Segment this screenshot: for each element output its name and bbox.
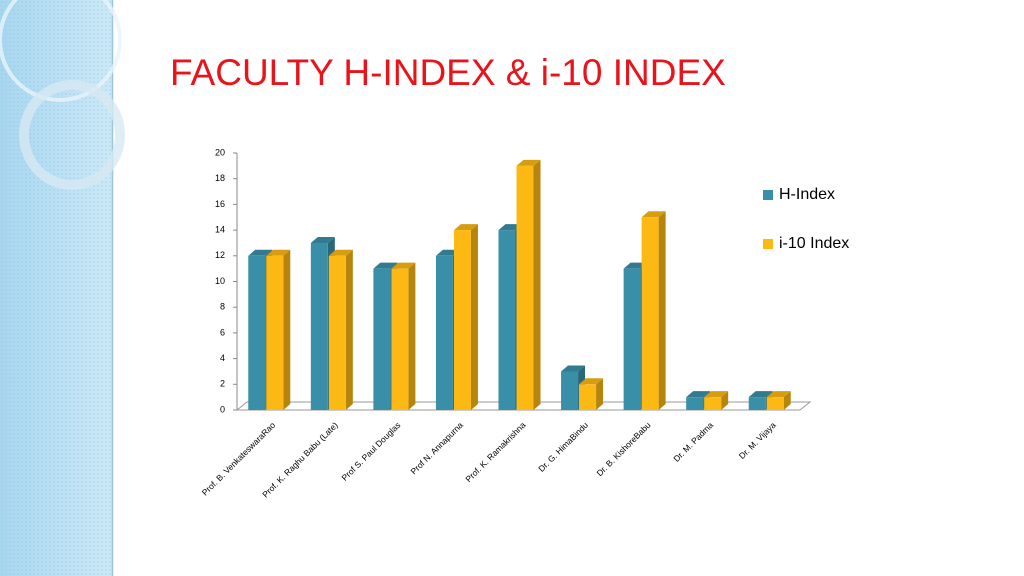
bar	[453, 224, 478, 410]
bar-top	[704, 391, 729, 398]
slide-title: FACULTY H-INDEX & i-10 INDEX	[170, 52, 726, 93]
bar	[328, 249, 353, 410]
bar-front	[248, 255, 266, 410]
y-tick-label: 2	[220, 379, 225, 389]
legend-label: i-10 Index	[779, 235, 849, 252]
y-tick-label: 8	[220, 302, 225, 312]
x-tick-label: Dr. G. HimaBindu	[536, 420, 590, 474]
x-tick-label: Prof N. Annapurna	[408, 420, 465, 477]
x-tick-label: Prof. K. Ramakrishna	[463, 420, 527, 484]
bar-front	[641, 217, 659, 410]
bar-side	[658, 211, 666, 410]
bar-front	[435, 255, 453, 410]
bar-side	[345, 249, 353, 410]
bar	[641, 211, 666, 410]
bar-top	[373, 262, 398, 269]
bar-side	[533, 159, 541, 410]
legend-swatch	[763, 239, 773, 249]
y-tick-label: 12	[215, 250, 225, 260]
bar-side	[596, 378, 604, 410]
bar-top	[266, 249, 291, 256]
bar-front	[686, 397, 704, 410]
bar-top	[328, 249, 353, 256]
strip-texture	[0, 0, 112, 576]
bar-top	[748, 391, 773, 398]
bar-top	[310, 236, 335, 243]
y-tick-label: 6	[220, 327, 225, 337]
bar	[266, 249, 291, 410]
bar-front	[498, 230, 516, 410]
bar-side	[721, 391, 729, 410]
ring	[19, 80, 125, 190]
bar-top	[641, 211, 666, 218]
bar-side	[783, 391, 791, 410]
bar-top	[391, 262, 416, 269]
x-tick-label: Dr. B. KishoreBabu	[594, 420, 652, 478]
bar-front	[748, 397, 766, 410]
x-tick-label: Dr. M. Padma	[671, 420, 715, 464]
bar-front	[373, 268, 391, 410]
y-tick-label: 4	[220, 353, 225, 363]
bar	[391, 262, 416, 410]
y-tick-label: 0	[220, 404, 225, 414]
bar-top	[561, 365, 586, 372]
ring	[0, 0, 122, 102]
bar-top	[453, 224, 478, 231]
bar	[579, 378, 604, 410]
bar-front	[704, 397, 722, 410]
bar-top	[248, 249, 273, 256]
bar	[704, 391, 729, 410]
y-tick-label: 16	[215, 199, 225, 209]
bar-top	[686, 391, 711, 398]
bar-side	[408, 262, 416, 410]
bar-front	[516, 165, 534, 410]
bar	[766, 391, 791, 410]
bar-front	[310, 242, 328, 410]
bar-front	[391, 268, 409, 410]
bar-front	[266, 255, 284, 410]
bar-front	[328, 255, 346, 410]
x-tick-label: Prof S. Paul Douglas	[340, 420, 403, 483]
bar-front	[561, 371, 579, 410]
bar-front	[623, 268, 641, 410]
y-tick-label: 18	[215, 173, 225, 183]
y-tick-label: 14	[215, 224, 225, 234]
bar-front	[453, 230, 471, 410]
y-tick-label: 20	[215, 147, 225, 157]
bar-front	[766, 397, 784, 410]
legend-swatch	[763, 190, 773, 200]
bar-top	[579, 378, 604, 385]
bar-side	[283, 249, 291, 410]
bar-top	[516, 159, 541, 166]
x-tick-label: Dr. M. Vijaya	[737, 420, 778, 461]
bar-side	[470, 224, 478, 410]
bar-top	[766, 391, 791, 398]
y-tick-label: 10	[215, 276, 225, 286]
legend-label: H-Index	[779, 186, 835, 203]
bar-front	[579, 384, 597, 410]
bar	[516, 159, 541, 410]
